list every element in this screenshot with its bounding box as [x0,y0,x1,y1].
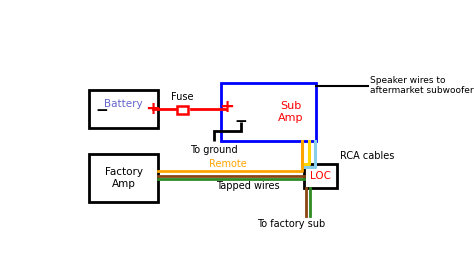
Text: To factory sub: To factory sub [256,220,325,229]
Bar [221,83,316,141]
Text: −: − [95,103,108,118]
Text: Speaker wires to
aftermarket subwoofer: Speaker wires to aftermarket subwoofer [370,76,473,95]
Text: Factory
Amp: Factory Amp [105,167,143,189]
Text: Fuse: Fuse [171,92,193,102]
Text: Battery: Battery [104,99,143,109]
Text: To ground: To ground [190,145,237,155]
Bar [89,90,158,129]
Text: −: − [235,115,247,129]
Text: LOC: LOC [310,171,330,181]
Bar [303,164,337,188]
Text: Tapped wires: Tapped wires [216,181,280,191]
Text: Sub
Amp: Sub Amp [278,101,303,123]
Text: RCA cables: RCA cables [340,151,395,162]
Bar [177,106,188,114]
Bar [89,154,158,202]
Text: +: + [219,98,234,116]
Text: Remote: Remote [210,159,247,169]
Text: +: + [146,101,160,118]
